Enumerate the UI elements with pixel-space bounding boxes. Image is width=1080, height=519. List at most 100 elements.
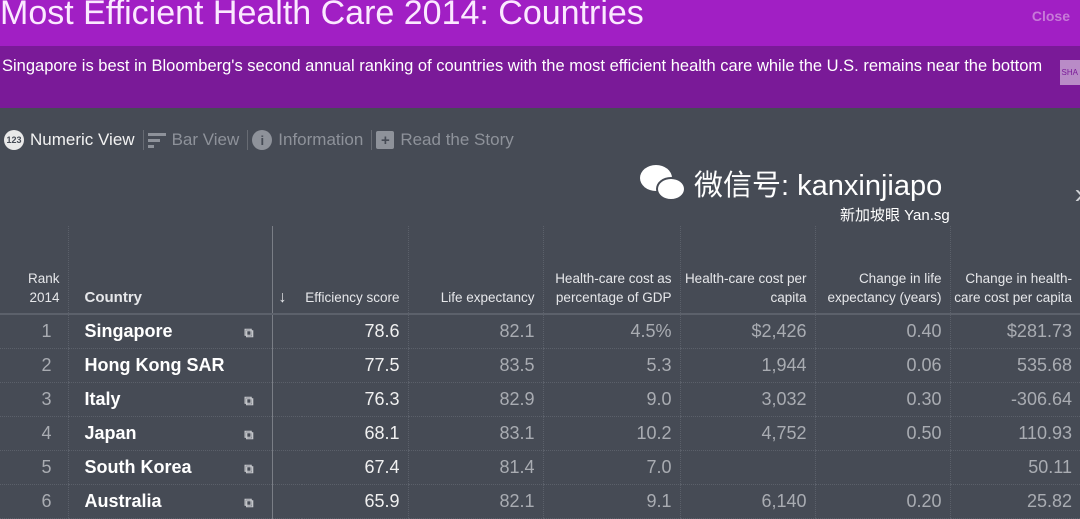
country-name: South Korea	[84, 456, 192, 477]
change-cost: -306.64	[949, 382, 1080, 417]
change-cost: 535.68	[949, 348, 1080, 383]
country-cell[interactable]: Italy ⧉	[67, 382, 272, 417]
sort-spacer	[271, 416, 302, 451]
sort-spacer	[271, 348, 302, 383]
numeric-icon: 123	[4, 130, 24, 150]
tab-bar-view[interactable]: Bar View	[144, 130, 248, 150]
table-row[interactable]: 6 Australia ⧉ 65.9 82.1 9.1 6,140 0.20 25…	[0, 484, 1080, 519]
sort-spacer	[271, 314, 302, 349]
tab-label: Bar View	[171, 130, 240, 149]
share-button[interactable]: SHA	[1059, 60, 1080, 85]
change-life: 0.50	[814, 416, 950, 451]
tab-label: Read the Story	[400, 130, 514, 149]
country-name: Singapore	[84, 320, 173, 341]
sort-arrow-icon[interactable]: ↓	[271, 226, 302, 315]
subtitle-bar: Singapore is best in Bloomberg's second …	[0, 46, 1080, 108]
country-name: Japan	[84, 422, 137, 443]
tab-read-the-story[interactable]: + Read the Story	[372, 130, 521, 150]
country-cell[interactable]: Japan ⧉	[67, 416, 272, 451]
popout-icon[interactable]: ⧉	[244, 460, 254, 476]
table-row[interactable]: 5 South Korea ⧉ 67.4 81.4 7.0 50.11	[0, 450, 1080, 485]
rank: 5	[0, 450, 68, 485]
header-gdp[interactable]: Health-care cost as percentage of GDP	[542, 226, 680, 315]
life-expectancy: 83.1	[407, 416, 543, 451]
watermark-text: 微信号: kanxinjiapo	[694, 170, 943, 202]
header-efficiency[interactable]: Efficiency score	[302, 226, 408, 315]
cost-per-capita: 3,032	[679, 382, 815, 417]
watermark-sub: 新加坡眼 Yan.sg	[840, 207, 950, 224]
life-expectancy: 82.1	[407, 484, 543, 519]
table-row[interactable]: 4 Japan ⧉ 68.1 83.1 10.2 4,752 0.50 110.9…	[0, 416, 1080, 451]
change-life: 0.30	[814, 382, 950, 417]
bar-chart-icon	[147, 132, 166, 148]
view-tabs: 123 Numeric View Bar View i Information + R…	[0, 130, 522, 150]
table-row[interactable]: 2 Hong Kong SAR 77.5 83.5 5.3 1,944 0.06…	[0, 348, 1080, 383]
header-change-cost[interactable]: Change in health-care cost per capita	[949, 226, 1080, 315]
change-life: 0.06	[814, 348, 950, 383]
gdp-percentage: 9.0	[542, 382, 680, 417]
country-cell[interactable]: Hong Kong SAR	[67, 348, 272, 383]
change-life: 0.40	[814, 314, 950, 349]
life-expectancy: 83.5	[407, 348, 543, 383]
header-country[interactable]: Country	[67, 226, 272, 315]
change-life: 0.20	[814, 484, 950, 519]
rank: 1	[0, 314, 68, 349]
sort-spacer	[271, 382, 302, 417]
efficiency-score: 68.1	[302, 416, 408, 451]
title-bar: Most Efficient Health Care 2014: Countri…	[0, 0, 1080, 46]
country-name: Australia	[84, 490, 162, 511]
life-expectancy: 82.9	[407, 382, 543, 417]
efficiency-score: 77.5	[302, 348, 408, 383]
cost-per-capita: $2,426	[679, 314, 815, 349]
tab-label: Information	[278, 130, 364, 149]
country-cell[interactable]: Australia ⧉	[67, 484, 272, 519]
cost-per-capita: 1,944	[679, 348, 815, 383]
popout-icon[interactable]: ⧉	[244, 392, 254, 408]
change-cost: 50.11	[949, 450, 1080, 485]
cost-per-capita: 4,752	[679, 416, 815, 451]
rank: 4	[0, 416, 68, 451]
rank: 3	[0, 382, 68, 417]
popout-icon[interactable]: ⧉	[244, 325, 254, 340]
efficiency-score: 65.9	[302, 484, 408, 519]
efficiency-score: 67.4	[302, 450, 408, 485]
tab-label: Numeric View	[30, 130, 135, 149]
table-row[interactable]: 3 Italy ⧉ 76.3 82.9 9.0 3,032 0.30 -306.6…	[0, 382, 1080, 417]
efficiency-score: 78.6	[302, 314, 408, 349]
wechat-icon	[640, 165, 686, 201]
plus-icon: +	[376, 131, 395, 149]
sort-spacer	[271, 484, 302, 519]
header-rank[interactable]: Rank 2014	[0, 226, 68, 315]
country-cell[interactable]: Singapore ⧉	[67, 314, 272, 349]
country-cell[interactable]: South Korea ⧉	[67, 450, 272, 485]
popout-icon[interactable]: ⧉	[244, 426, 254, 442]
gdp-percentage: 7.0	[542, 450, 680, 485]
subtitle: Singapore is best in Bloomberg's second …	[2, 57, 1043, 75]
change-life	[814, 450, 950, 485]
country-name: Hong Kong SAR	[84, 354, 225, 375]
life-expectancy: 81.4	[407, 450, 543, 485]
divider	[247, 130, 249, 150]
divider	[142, 130, 144, 150]
watermark: 微信号: kanxinjiapo	[640, 162, 942, 204]
divider	[371, 130, 373, 150]
popout-icon[interactable]: ⧉	[244, 494, 254, 510]
cost-per-capita: 6,140	[679, 484, 815, 519]
header-life[interactable]: Life expectancy	[407, 226, 543, 315]
table-row[interactable]: 1 Singapore ⧉ 78.6 82.1 4.5% $2,426 0.40 …	[0, 314, 1080, 349]
efficiency-score: 76.3	[302, 382, 408, 417]
tab-numeric-view[interactable]: 123 Numeric View	[0, 130, 143, 150]
close-button[interactable]: Close	[1031, 8, 1070, 24]
change-cost: $281.73	[949, 314, 1080, 349]
change-cost: 110.93	[949, 416, 1080, 451]
change-cost: 25.82	[949, 484, 1080, 519]
ranking-table: Rank 2014 Country ↓ Efficiency score Lif…	[0, 226, 1080, 519]
tab-information[interactable]: i Information	[248, 130, 371, 150]
header-cost[interactable]: Health-care cost per capita	[679, 226, 815, 315]
gdp-percentage: 4.5%	[542, 314, 680, 349]
rank: 6	[0, 484, 68, 519]
header-change-life[interactable]: Change in life expectancy (years)	[814, 226, 950, 315]
info-icon: i	[252, 130, 273, 150]
chevron-right-icon[interactable]: ›	[1075, 178, 1080, 210]
cost-per-capita	[679, 450, 815, 485]
